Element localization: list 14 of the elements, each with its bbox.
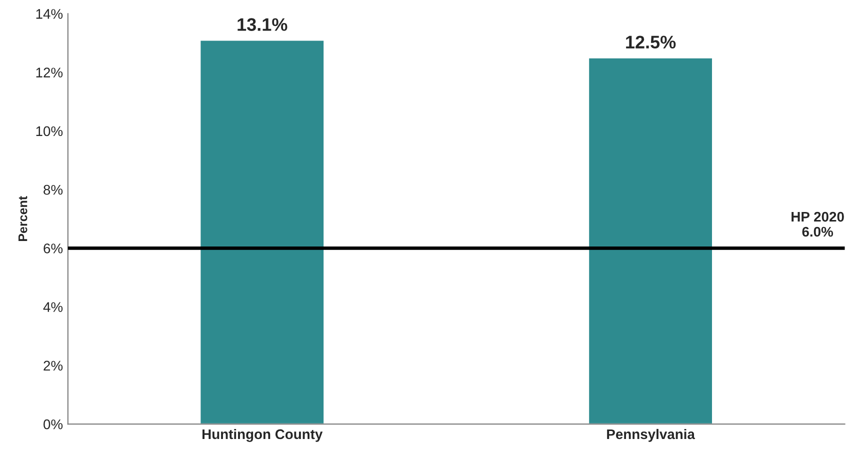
y-tick-label: 8%	[44, 184, 63, 195]
y-tick-label: 6%	[44, 244, 63, 254]
x-tick-label: Pennsylvania	[607, 428, 696, 442]
y-tick-label: 2%	[44, 360, 63, 371]
y-axis-title: Percent	[18, 196, 28, 241]
y-tick-label: 12%	[36, 68, 63, 78]
ref-line-label: HP 2020 6.0%	[792, 212, 844, 237]
data-label: 13.1%	[238, 18, 288, 31]
data-label: 12.5%	[626, 36, 676, 49]
y-tick-label: 4%	[43, 302, 63, 312]
x-tick-label: Huntingon County	[202, 428, 323, 442]
y-tick-label: 14%	[36, 9, 63, 19]
y-tick-label: 10%	[36, 126, 63, 136]
y-tick-label: 0%	[44, 419, 63, 430]
